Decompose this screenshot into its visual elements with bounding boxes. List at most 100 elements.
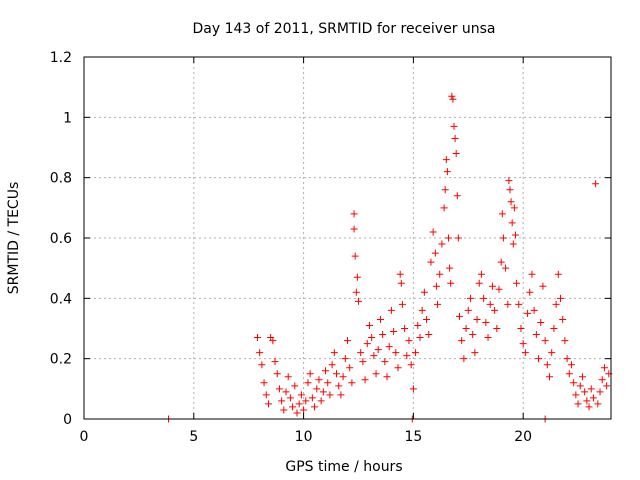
data-point [491, 306, 499, 314]
data-point [405, 337, 413, 345]
data-point [253, 334, 261, 342]
data-point [372, 370, 380, 378]
plot-frame [83, 56, 612, 420]
data-point [473, 315, 481, 323]
data-point [502, 264, 510, 272]
data-point [280, 406, 288, 414]
data-point [337, 391, 345, 399]
y-tick-label: 0 [63, 412, 72, 428]
data-point [284, 373, 292, 381]
data-point [594, 400, 602, 408]
data-point [293, 409, 301, 417]
data-point [394, 364, 402, 372]
data-point [412, 349, 420, 357]
data-point [407, 361, 415, 369]
data-point [480, 294, 488, 302]
data-point [471, 349, 479, 357]
x-tick-label: 15 [404, 429, 422, 445]
data-point [458, 337, 466, 345]
data-point [365, 321, 373, 329]
data-point [434, 300, 442, 308]
data-point [486, 300, 494, 308]
data-point [561, 337, 569, 345]
data-point [352, 288, 360, 296]
data-point [420, 288, 428, 296]
data-point [556, 294, 564, 302]
data-point [598, 376, 606, 384]
data-point [416, 334, 424, 342]
data-point [508, 219, 516, 227]
data-point [390, 328, 398, 336]
data-point [427, 258, 435, 266]
data-point [495, 285, 503, 293]
data-point [333, 370, 341, 378]
data-point [526, 288, 534, 296]
data-point [510, 204, 518, 212]
data-point [574, 400, 582, 408]
y-tick-label: 0.8 [50, 171, 72, 187]
data-point [515, 300, 523, 308]
data-point [262, 391, 270, 399]
data-point [306, 370, 314, 378]
x-axis-label: GPS time / hours [285, 459, 402, 475]
data-point [398, 300, 406, 308]
data-point [587, 385, 595, 393]
data-point [282, 388, 290, 396]
data-point [286, 394, 294, 402]
data-point [258, 361, 266, 369]
data-point [546, 373, 554, 381]
data-point [484, 334, 492, 342]
data-point [581, 388, 589, 396]
data-point [440, 204, 448, 212]
data-point [335, 382, 343, 390]
data-point [449, 95, 457, 103]
data-point [578, 373, 586, 381]
data-point [341, 355, 349, 363]
data-point [431, 249, 439, 257]
data-point [565, 370, 573, 378]
data-point [383, 373, 391, 381]
data-point [339, 373, 347, 381]
data-point [392, 349, 400, 357]
data-point [269, 337, 277, 345]
data-point [460, 355, 468, 363]
data-point [499, 234, 507, 242]
data-point [370, 352, 378, 360]
data-point [260, 379, 268, 387]
y-tick-label: 1.2 [50, 50, 72, 66]
data-point [462, 325, 470, 332]
data-point [313, 385, 321, 393]
data-point [423, 315, 431, 323]
data-point [385, 343, 393, 351]
data-point [559, 315, 567, 323]
y-tick-label: 0.2 [50, 352, 72, 368]
data-point [466, 294, 474, 302]
data-point [361, 376, 369, 384]
data-point [603, 382, 611, 390]
data-point [304, 379, 312, 387]
data-point [429, 228, 437, 236]
data-point [295, 400, 303, 408]
data-point [344, 337, 351, 345]
data-point [543, 361, 551, 369]
data-point [324, 379, 332, 387]
data-point [567, 361, 575, 369]
data-point [519, 340, 527, 348]
data-point [505, 177, 513, 185]
data-point [350, 225, 358, 233]
data-point [396, 270, 404, 278]
y-axis-label: SRMTID / TECUs [6, 182, 22, 295]
data-point [475, 279, 483, 287]
data-point [418, 306, 426, 314]
data-point [409, 385, 417, 393]
data-point [583, 397, 591, 405]
data-point [271, 358, 279, 366]
data-point [443, 168, 451, 176]
data-point [509, 240, 517, 248]
data-point [403, 352, 411, 360]
data-point [353, 273, 361, 281]
data-point [454, 234, 462, 242]
data-point [376, 315, 384, 323]
data-point [507, 198, 515, 206]
